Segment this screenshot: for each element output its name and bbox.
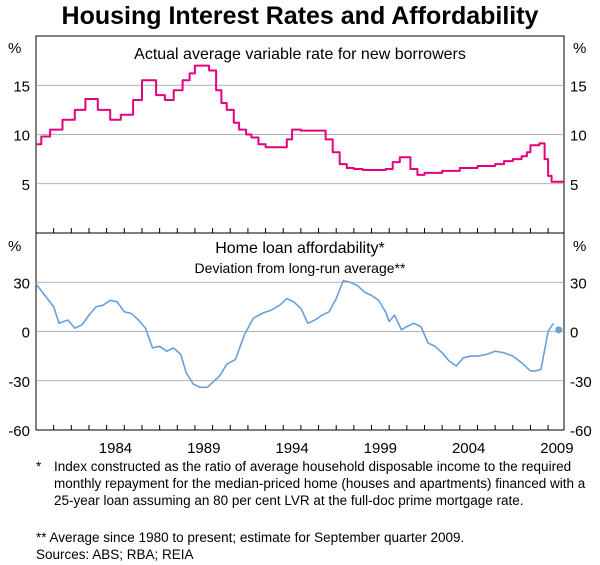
x-tick-label: 1994 [275, 440, 308, 457]
estimate-point [555, 326, 563, 334]
top-panel-title: Actual average variable rate for new bor… [134, 46, 466, 63]
sources-note: Sources: ABS; RBA; REIA [36, 547, 194, 562]
footnote-average: ** Average since 1980 to present; estima… [36, 530, 465, 545]
y-tick-label-left: 10 [13, 128, 30, 145]
x-tick-label: 2009 [540, 440, 573, 457]
y-tick-label-right: 30 [570, 275, 587, 292]
top-unit-left: % [8, 40, 21, 57]
y-tick-label-left: 30 [13, 275, 30, 292]
y-tick-label-right: -60 [570, 423, 592, 440]
y-tick-label-right: 15 [570, 78, 587, 95]
x-tick-label: 1984 [99, 440, 132, 457]
y-tick-label-left: 0 [22, 325, 30, 342]
bottom-unit-right: % [573, 238, 586, 255]
series-lines [35, 64, 564, 389]
x-tick-marks [53, 228, 549, 430]
gridlines [36, 84, 564, 382]
y-tick-label-right: 5 [570, 177, 578, 194]
bottom-unit-left: % [8, 238, 21, 255]
footnote-marker: * [36, 459, 42, 474]
x-tick-label: 1999 [364, 440, 397, 457]
bottom-panel-title: Home loan affordability* [215, 240, 385, 257]
rate-series-line [36, 64, 564, 183]
affordability-series-line [35, 279, 555, 389]
y-tick-label-right: -30 [570, 374, 592, 391]
y-tick-label-left: -30 [8, 374, 30, 391]
top-unit-right: % [573, 40, 586, 57]
axis-labels: 5 5 10 10 15 15 30 30 0 0 -30 -30 -60 -60 1984 1989 1994… [8, 78, 591, 457]
y-tick-label-left: -60 [8, 423, 30, 440]
x-tick-label: 2004 [452, 440, 485, 457]
y-tick-label-left: 15 [13, 78, 30, 95]
x-tick-label: 1989 [187, 440, 220, 457]
chart-title: Housing Interest Rates and Affordability [61, 2, 539, 30]
footnote-index: * Index constructed as the ratio of aver… [36, 458, 596, 509]
footnote-index-text: Index constructed as the ratio of averag… [54, 459, 586, 508]
y-tick-label-right: 10 [570, 128, 587, 145]
bottom-panel-subtitle: Deviation from long-run average** [195, 260, 406, 276]
y-tick-label-right: 0 [570, 325, 578, 342]
y-tick-label-left: 5 [22, 177, 30, 194]
